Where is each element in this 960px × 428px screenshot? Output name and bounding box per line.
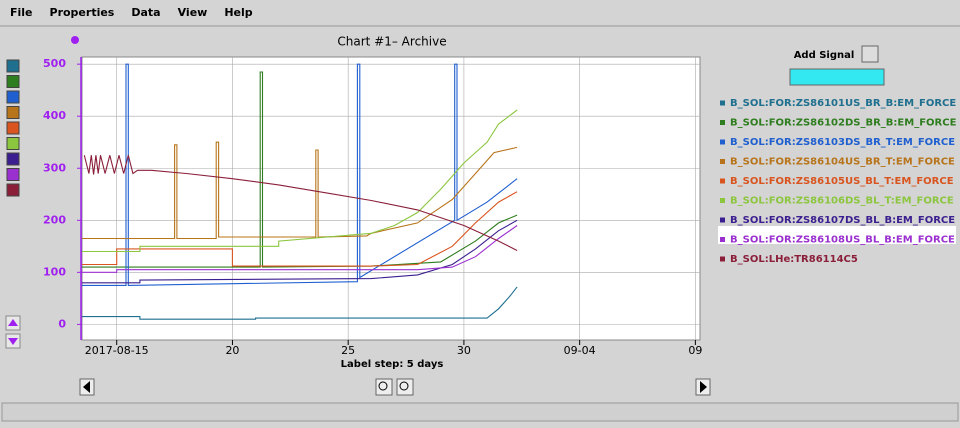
x-axis-label: Label step: 5 days [341,359,444,370]
series-line [82,141,518,240]
legend-marker[interactable] [720,198,725,203]
series-line [82,109,518,253]
series-line [82,225,518,273]
menu-item[interactable]: Help [224,6,252,19]
series-swatch[interactable] [6,168,20,181]
legend-marker[interactable] [720,159,725,164]
series-swatch[interactable] [6,106,20,119]
status-bar [1,402,959,422]
series-swatch[interactable] [6,121,20,135]
chart-icon [71,36,79,44]
legend-marker[interactable] [720,139,725,145]
x-tick-label: 09-04 [564,344,596,357]
series-swatch[interactable] [6,90,20,104]
down-arrow [8,338,18,345]
legend-entry[interactable]: B_SOL:FOR:ZS86107DS_BL_B:EM_FORCE [730,215,955,226]
menu-item[interactable]: View [178,6,208,19]
x-tick-label: 25 [341,344,355,357]
y-tick-label: 500 [43,57,66,70]
y-tick-label: 200 [43,213,66,226]
legend-marker[interactable] [720,256,725,262]
series-swatch[interactable] [6,152,20,166]
series-swatch[interactable] [6,59,20,73]
series-line [82,286,518,320]
zoom-in-button[interactable] [375,378,393,396]
plot-area [81,56,701,341]
y-tick-label: 300 [43,161,66,174]
y-tick-label: 400 [43,109,66,122]
legend-marker[interactable] [720,120,725,125]
series-line [83,155,518,251]
up-arrow [8,319,18,326]
legend-marker[interactable] [720,237,725,242]
search-button[interactable] [861,45,879,63]
menu-item[interactable]: File [10,6,33,19]
series-swatch[interactable] [6,183,20,197]
series-swatch[interactable] [6,75,20,88]
menu-bar [0,0,960,26]
series-line [82,63,518,286]
zoom-in-icon [378,381,388,391]
legend-marker[interactable] [720,100,725,106]
legend-entry[interactable]: B_SOL:FOR:ZS86106DS_BL_T:EM_FORCE [730,196,954,207]
chart-title: Chart #1– Archive [337,35,446,49]
legend-marker[interactable] [720,217,725,223]
legend-entry[interactable]: B_SOL:FOR:ZS86103DS_BR_T:EM_FORCE [730,137,955,148]
legend-entry[interactable]: B_SOL:FOR:ZS86101US_BR_B:EM_FORCE [730,98,956,109]
zoom-out-icon [399,381,409,391]
y-tick-label: 100 [43,265,66,278]
series-line [82,219,518,284]
right-arrow [700,381,707,393]
left-arrow [83,381,90,393]
x-tick-label: 30 [457,344,471,357]
add-signal-label[interactable]: Add Signal [794,50,855,61]
legend-marker[interactable] [720,178,725,184]
series-line [82,191,518,267]
x-tick-label: 20 [225,344,239,357]
series-swatch[interactable] [6,137,20,150]
legend-entry[interactable]: B_SOL:LHe:TR86114C5 [730,254,858,265]
legend-entry[interactable]: B_SOL:FOR:ZS86105US_BL_T:EM_FORCE [730,176,954,187]
legend-entry[interactable]: B_SOL:FOR:ZS86102DS_BR_B:EM_FORCE [730,118,957,129]
x-tick-label: 2017-08-15 [85,344,149,357]
x-tick-label: 09 [688,344,702,357]
menu-item[interactable]: Data [131,6,160,19]
signal-input[interactable] [789,68,885,86]
y-tick-label: 0 [58,317,66,330]
zoom-out-button[interactable] [396,378,414,396]
legend-highlight [718,226,956,244]
legend-entry[interactable]: B_SOL:FOR:ZS86104US_BR_T:EM_FORCE [730,157,955,168]
menu-item[interactable]: Properties [50,6,115,19]
legend-entry[interactable]: B_SOL:FOR:ZS86108US_BL_B:EM_FORCE [730,235,955,246]
